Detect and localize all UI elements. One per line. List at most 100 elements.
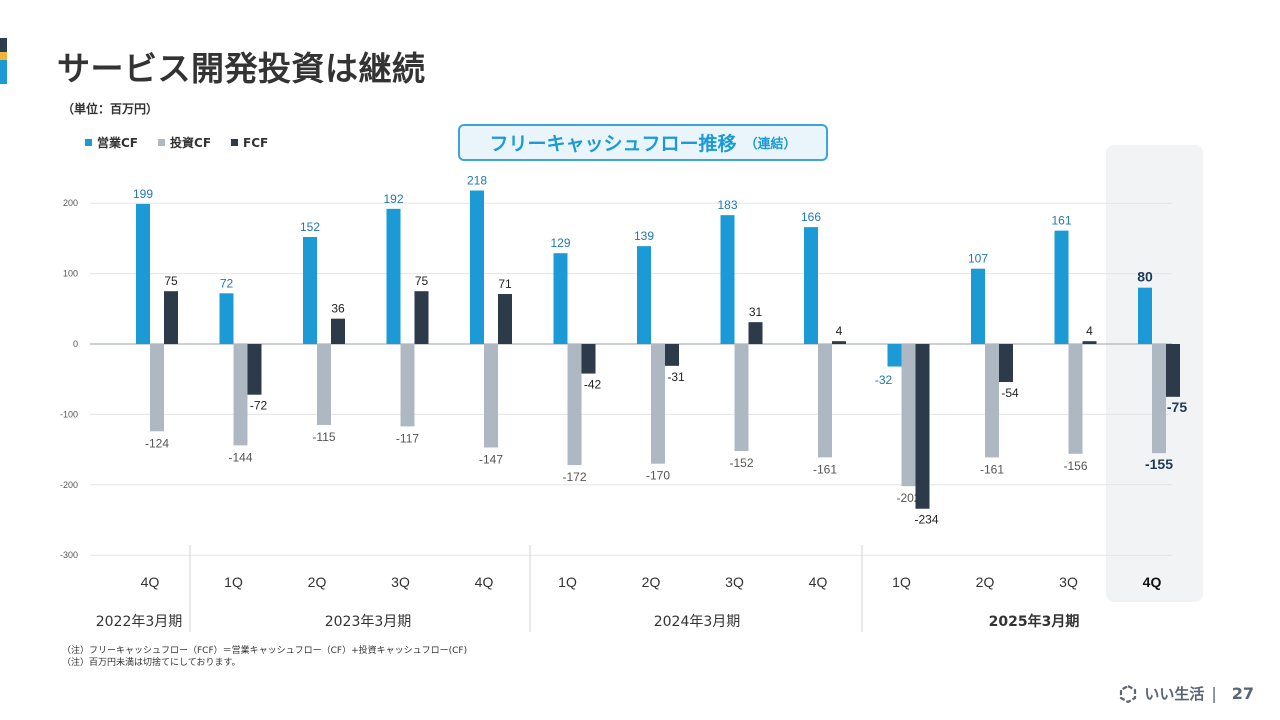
footnote: （注）百万円未満は切捨てにしております。 [62,658,241,668]
bar [901,344,916,487]
unit-label: （単位：百万円） [62,102,159,116]
legend-item-operating-cf: 営業CF [85,134,138,151]
period-label: 2024年3月期 [654,614,741,630]
bar [999,344,1013,383]
data-label: -152 [729,456,753,470]
bar [233,344,248,446]
category-label: 1Q [558,574,577,590]
legend-label: 投資CF [170,136,212,150]
data-label: -234 [914,513,938,527]
bar [915,344,930,509]
category-label: 2Q [976,574,995,590]
bar [136,203,150,344]
logo-separator: | [1211,684,1217,703]
page-title: サービス開発投資は継続 [57,49,426,88]
data-label: -117 [396,431,419,445]
category-label: 1Q [224,574,243,590]
company-logo: いい生活 | 27 [1119,683,1254,704]
data-label: -75 [1167,399,1187,415]
bar [1152,344,1166,454]
data-label: 72 [220,276,234,290]
bar [219,293,234,344]
legend-label: 営業CF [97,136,139,150]
chart-legend: 営業CF 投資CF FCF [85,134,268,151]
period-label: 2023年3月期 [325,614,412,630]
category-label: 4Q [809,574,828,590]
bar [414,291,429,344]
bar [971,268,985,344]
category-label: 3Q [391,574,410,590]
legend-swatch [85,139,92,146]
data-label: 75 [415,274,429,288]
bar [247,344,262,395]
bar [386,208,401,344]
bar [832,341,846,344]
y-tick-label: -200 [60,480,78,490]
bar [331,318,345,344]
legend-swatch [231,139,239,146]
data-label: 161 [1051,214,1071,228]
data-label: -42 [584,378,602,392]
data-label: -144 [228,450,252,464]
data-label: 192 [383,192,403,206]
bar [484,344,498,448]
category-label: 4Q [1143,574,1162,590]
data-label: -124 [145,436,169,450]
bar [1138,287,1152,344]
data-label: 4 [1086,324,1093,338]
y-tick-label: -300 [60,550,78,560]
chart-title-sub: （連結） [744,137,797,152]
data-label: 31 [749,305,763,319]
bar [748,322,763,344]
y-tick-label: -100 [60,409,78,419]
legend-label: FCF [243,135,269,150]
bar [651,344,665,464]
bar [150,344,164,432]
bar [665,344,679,366]
data-label: 152 [300,220,320,234]
category-label: 1Q [892,574,911,590]
data-label: 218 [467,174,487,188]
bar [985,344,999,458]
footnote: （注）フリーキャッシュフロー（FCF）＝営業キャッシュフロー（CF）+投資キャッ… [62,646,468,656]
y-tick-label: 200 [63,198,78,208]
logo-text: いい生活 [1144,685,1205,703]
data-label: -31 [667,370,685,384]
bar [553,253,568,344]
bar [400,344,415,427]
bar [1082,341,1097,344]
data-label: -155 [1145,456,1173,472]
bar [317,344,331,425]
category-label: 2Q [308,574,327,590]
data-label: 36 [331,302,345,316]
data-label: -72 [250,399,268,413]
chart-title-box: フリーキャッシュフロー推移 （連結） [458,124,828,161]
legend-item-investing-cf: 投資CF [158,134,211,151]
bar [887,344,902,367]
category-label: 3Q [1059,574,1078,590]
data-label: 75 [164,274,178,288]
data-label: -202 [896,491,920,505]
category-label: 3Q [725,574,744,590]
corner-accent [0,38,7,84]
category-label: 4Q [141,574,160,590]
data-label: 80 [1137,269,1153,285]
legend-item-fcf: FCF [231,134,268,151]
data-label: -161 [980,462,1004,476]
page-number: 27 [1231,684,1254,703]
chart-title: フリーキャッシュフロー推移 [489,133,737,155]
bar [734,344,749,452]
bar [720,215,735,344]
bar [498,294,512,344]
data-label: -147 [479,452,503,466]
footnotes: （注）フリーキャッシュフロー（FCF）＝営業キャッシュフロー（CF）+投資キャッ… [62,645,467,669]
bar [1054,230,1069,344]
data-label: 166 [801,210,821,224]
bar [1068,344,1083,454]
legend-swatch [158,139,166,146]
data-label: -54 [1001,386,1019,400]
y-tick-label: 0 [73,339,78,349]
data-label: 107 [968,252,988,266]
period-label: 2022年3月期 [96,614,183,630]
